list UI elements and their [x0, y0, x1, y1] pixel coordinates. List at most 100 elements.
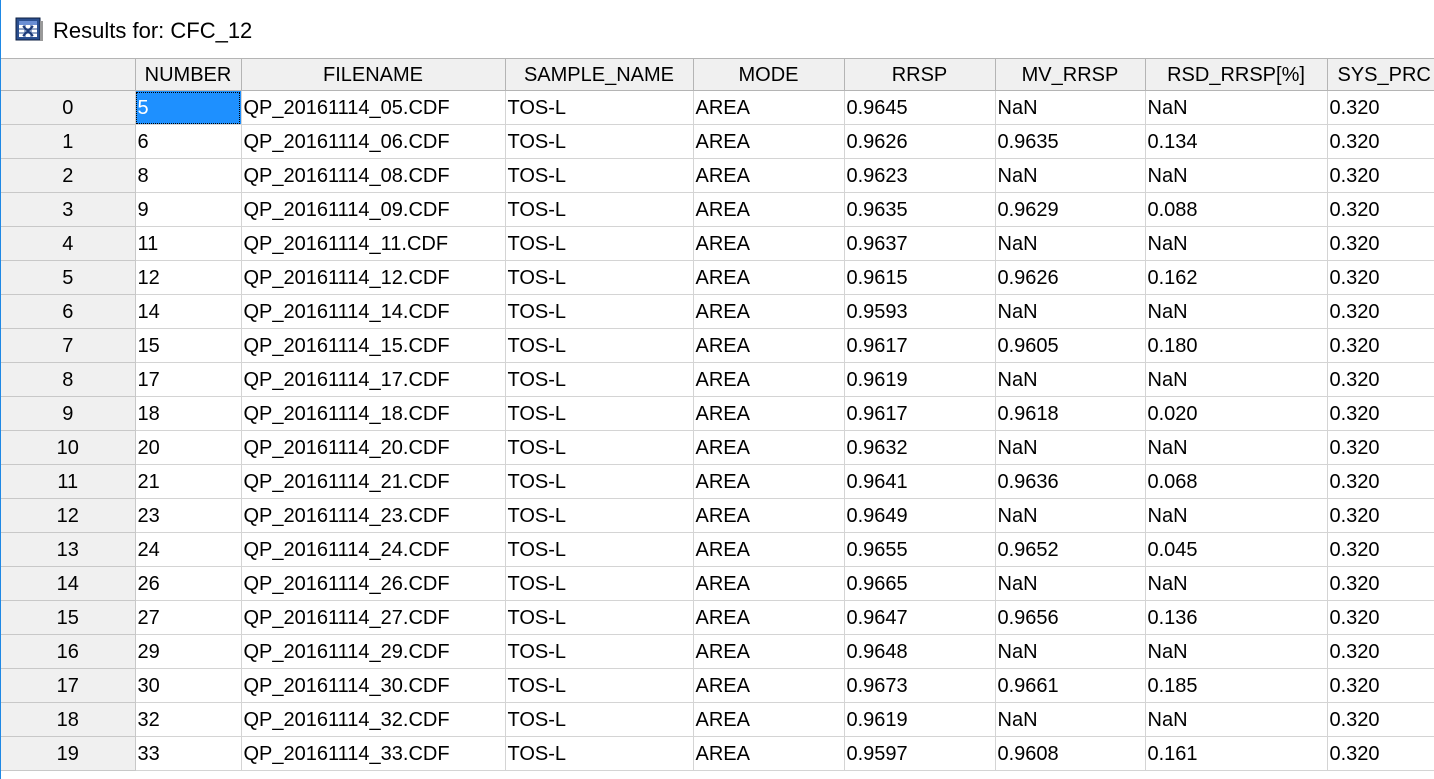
grid-cell[interactable]: 0.320: [1326, 294, 1434, 329]
grid-cell[interactable]: QP_20161114_15.CDF: [240, 328, 506, 363]
grid-cell[interactable]: NaN: [994, 90, 1146, 125]
row-header[interactable]: 14: [1, 566, 136, 601]
grid-cell[interactable]: 17: [134, 362, 242, 397]
row-header[interactable]: 15: [1, 600, 136, 635]
column-header-filename[interactable]: FILENAME: [240, 58, 506, 91]
table-row[interactable]: 17 30 QP_20161114_30.CDF TOS-L AREA 0.9673 0.9…: [1, 668, 1434, 703]
grid-cell[interactable]: 0.9617: [843, 396, 996, 431]
grid-cell[interactable]: 0.320: [1326, 464, 1434, 499]
grid-cell[interactable]: NaN: [1144, 430, 1328, 465]
grid-cell[interactable]: 0.9619: [843, 362, 996, 397]
grid-cell[interactable]: NaN: [1144, 362, 1328, 397]
grid-cell[interactable]: 0.9645: [843, 90, 996, 125]
grid-cell[interactable]: 0.320: [1326, 736, 1434, 771]
grid-cell[interactable]: NaN: [994, 566, 1146, 601]
grid-cell[interactable]: 0.045: [1144, 532, 1328, 567]
grid-cell[interactable]: AREA: [692, 532, 845, 567]
grid-cell[interactable]: 9: [134, 192, 242, 227]
grid-cell[interactable]: 0.320: [1326, 192, 1434, 227]
grid-cell[interactable]: QP_20161114_21.CDF: [240, 464, 506, 499]
table-row[interactable]: 12 23 QP_20161114_23.CDF TOS-L AREA 0.9649 NaN…: [1, 498, 1434, 533]
grid-cell[interactable]: AREA: [692, 566, 845, 601]
grid-cell[interactable]: QP_20161114_24.CDF: [240, 532, 506, 567]
grid-cell[interactable]: QP_20161114_20.CDF: [240, 430, 506, 465]
table-row[interactable]: 1 6 QP_20161114_06.CDF TOS-L AREA 0.9626 0.963…: [1, 124, 1434, 159]
column-header-rrsp[interactable]: RRSP: [843, 58, 996, 91]
grid-cell[interactable]: QP_20161114_17.CDF: [240, 362, 506, 397]
grid-cell[interactable]: NaN: [994, 634, 1146, 669]
grid-cell[interactable]: AREA: [692, 158, 845, 193]
grid-cell[interactable]: 0.020: [1144, 396, 1328, 431]
table-row[interactable]: 13 24 QP_20161114_24.CDF TOS-L AREA 0.9655 0.9…: [1, 532, 1434, 567]
grid-cell[interactable]: TOS-L: [504, 362, 694, 397]
grid-cell[interactable]: NaN: [994, 226, 1146, 261]
table-row[interactable]: 19 33 QP_20161114_33.CDF TOS-L AREA 0.9597 0.9…: [1, 736, 1434, 771]
grid-cell[interactable]: AREA: [692, 668, 845, 703]
table-row[interactable]: 14 26 QP_20161114_26.CDF TOS-L AREA 0.9665 NaN…: [1, 566, 1434, 601]
grid-cell[interactable]: 0.9673: [843, 668, 996, 703]
grid-cell[interactable]: AREA: [692, 226, 845, 261]
table-row[interactable]: 11 21 QP_20161114_21.CDF TOS-L AREA 0.9641 0.9…: [1, 464, 1434, 499]
grid-cell[interactable]: 0.9615: [843, 260, 996, 295]
grid-cell[interactable]: 0.320: [1326, 124, 1434, 159]
table-row[interactable]: 10 20 QP_20161114_20.CDF TOS-L AREA 0.9632 NaN…: [1, 430, 1434, 465]
grid-cell[interactable]: TOS-L: [504, 566, 694, 601]
grid-cell[interactable]: 0.9648: [843, 634, 996, 669]
grid-cell[interactable]: AREA: [692, 260, 845, 295]
grid-cell[interactable]: 21: [134, 464, 242, 499]
grid-cell[interactable]: NaN: [994, 362, 1146, 397]
row-header[interactable]: 8: [1, 362, 136, 397]
grid-cell[interactable]: TOS-L: [504, 430, 694, 465]
grid-cell[interactable]: NaN: [1144, 226, 1328, 261]
grid-cell[interactable]: TOS-L: [504, 464, 694, 499]
grid-cell[interactable]: 0.320: [1326, 328, 1434, 363]
grid-cell[interactable]: 18: [134, 396, 242, 431]
grid-cell[interactable]: TOS-L: [504, 736, 694, 771]
row-header[interactable]: 5: [1, 260, 136, 295]
grid-cell[interactable]: 0.320: [1326, 226, 1434, 261]
grid-cell[interactable]: QP_20161114_29.CDF: [240, 634, 506, 669]
grid-cell[interactable]: QP_20161114_23.CDF: [240, 498, 506, 533]
row-header[interactable]: 17: [1, 668, 136, 703]
grid-cell[interactable]: TOS-L: [504, 498, 694, 533]
grid-cell[interactable]: QP_20161114_26.CDF: [240, 566, 506, 601]
grid-cell[interactable]: 12: [134, 260, 242, 295]
table-row[interactable]: 9 18 QP_20161114_18.CDF TOS-L AREA 0.9617 0.96…: [1, 396, 1434, 431]
grid-cell[interactable]: AREA: [692, 294, 845, 329]
table-row[interactable]: 15 27 QP_20161114_27.CDF TOS-L AREA 0.9647 0.9…: [1, 600, 1434, 635]
grid-cell[interactable]: 24: [134, 532, 242, 567]
grid-cell[interactable]: 15: [134, 328, 242, 363]
grid-cell[interactable]: 0.320: [1326, 600, 1434, 635]
row-header[interactable]: 1: [1, 124, 136, 159]
grid-cell[interactable]: 14: [134, 294, 242, 329]
grid-cell[interactable]: 0.320: [1326, 90, 1434, 125]
table-row[interactable]: 0 5 QP_20161114_05.CDF TOS-L AREA 0.9645 NaN Na…: [1, 90, 1434, 125]
row-header[interactable]: 12: [1, 498, 136, 533]
grid-cell[interactable]: AREA: [692, 702, 845, 737]
column-header-mode[interactable]: MODE: [692, 58, 845, 91]
grid-cell[interactable]: AREA: [692, 362, 845, 397]
grid-cell[interactable]: 0.9629: [994, 192, 1146, 227]
grid-cell[interactable]: 0.9619: [843, 702, 996, 737]
results-grid[interactable]: NUMBER FILENAME SAMPLE_NAME MODE RRSP MV…: [1, 58, 1434, 779]
grid-cell[interactable]: TOS-L: [504, 260, 694, 295]
grid-cell[interactable]: TOS-L: [504, 668, 694, 703]
grid-cell[interactable]: 6: [134, 124, 242, 159]
grid-cell[interactable]: 0.9632: [843, 430, 996, 465]
grid-cell[interactable]: 0.320: [1326, 396, 1434, 431]
grid-cell[interactable]: 0.9665: [843, 566, 996, 601]
grid-cell[interactable]: TOS-L: [504, 396, 694, 431]
grid-cell[interactable]: NaN: [994, 294, 1146, 329]
grid-cell[interactable]: TOS-L: [504, 702, 694, 737]
grid-cell[interactable]: NaN: [1144, 294, 1328, 329]
grid-cell[interactable]: 0.320: [1326, 430, 1434, 465]
grid-cell[interactable]: QP_20161114_05.CDF: [240, 90, 506, 125]
row-header[interactable]: 11: [1, 464, 136, 499]
table-row[interactable]: 7 15 QP_20161114_15.CDF TOS-L AREA 0.9617 0.96…: [1, 328, 1434, 363]
table-row[interactable]: 6 14 QP_20161114_14.CDF TOS-L AREA 0.9593 NaN N…: [1, 294, 1434, 329]
grid-cell[interactable]: 30: [134, 668, 242, 703]
grid-cell[interactable]: 0.088: [1144, 192, 1328, 227]
row-header[interactable]: 16: [1, 634, 136, 669]
grid-cell[interactable]: 0.9618: [994, 396, 1146, 431]
grid-cell[interactable]: NaN: [1144, 566, 1328, 601]
